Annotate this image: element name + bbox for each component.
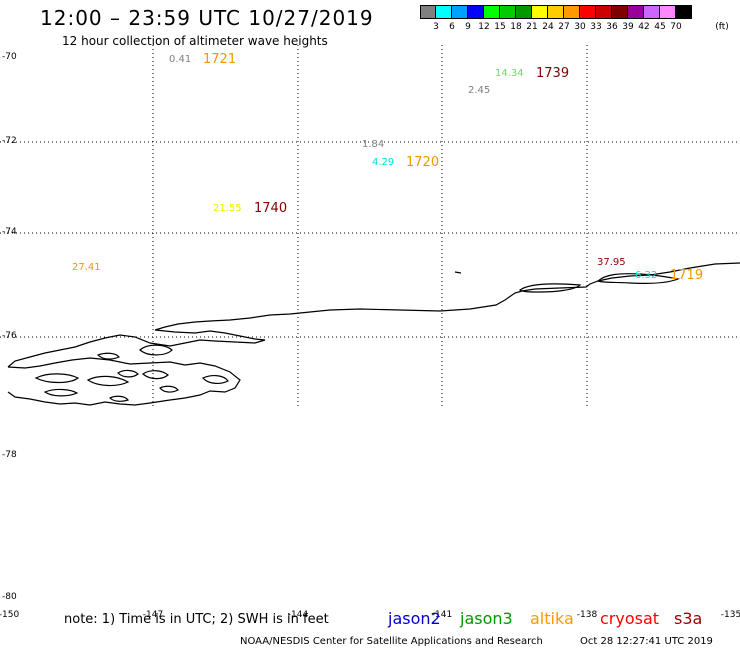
lat-label-70: -70 — [2, 52, 17, 62]
color-legend-swatch — [468, 5, 484, 19]
color-legend-label: 24 — [542, 22, 554, 32]
color-legend-label: 18 — [510, 22, 522, 32]
wave-height-2: 2.45 — [468, 85, 491, 96]
lon-label-138: -138 — [576, 610, 598, 620]
color-legend-label: 42 — [638, 22, 650, 32]
color-legend-swatch — [516, 5, 532, 19]
lon-label-147: -147 — [142, 610, 164, 620]
coast-west-main — [7, 329, 266, 368]
color-legend-swatch — [644, 5, 660, 19]
color-legend-swatch — [676, 5, 692, 19]
map-title: 12:00 – 23:59 UTC 10/27/2019 — [40, 6, 374, 30]
color-legend-label: 39 — [622, 22, 634, 32]
color-legend-swatch — [452, 5, 468, 19]
graticule — [0, 45, 740, 408]
color-legend-swatch — [500, 5, 516, 19]
lon-label-135: -135 — [720, 610, 740, 620]
pass-time-0: 1721 — [203, 52, 237, 67]
color-legend-label: 30 — [574, 22, 586, 32]
lon-label-150: -150 — [0, 610, 20, 620]
color-legend-swatch — [436, 5, 452, 19]
satellite-s3a: s3a — [674, 609, 703, 628]
lat-label-80: -80 — [2, 592, 17, 602]
satellite-jason2: jason2 — [388, 609, 441, 628]
color-legend-label: 12 — [478, 22, 490, 32]
color-legend-label: 33 — [590, 22, 602, 32]
island-w8 — [96, 352, 120, 360]
coast-west-lower — [7, 357, 241, 406]
color-legend-label: 3 — [433, 22, 439, 32]
island-mid — [518, 283, 582, 293]
wave-height-6: 27.41 — [72, 262, 101, 273]
island-w5 — [117, 369, 139, 378]
coastline — [7, 262, 740, 406]
island-w9 — [159, 385, 179, 393]
color-legend-swatch — [580, 5, 596, 19]
color-legend-label: 70 — [670, 22, 682, 32]
lon-label-141: -141 — [431, 610, 453, 620]
wave-height-7: 37.95 — [597, 257, 626, 268]
ice-shelf-edge — [154, 262, 740, 331]
pass-time-2: 1720 — [406, 155, 440, 170]
island-east — [596, 273, 681, 284]
credit-line: NOAA/NESDIS Center for Satellite Applica… — [240, 636, 543, 647]
wave-height-1: 14.34 — [495, 68, 524, 79]
color-legend-swatch — [548, 5, 564, 19]
pass-time-3: 1740 — [254, 201, 288, 216]
color-legend-unit: (ft) — [715, 22, 729, 32]
island-w3 — [86, 375, 130, 387]
color-legend-label: 21 — [526, 22, 538, 32]
lat-label-78: -78 — [2, 450, 17, 460]
color-legend-swatch — [420, 5, 436, 19]
island-w1 — [139, 344, 173, 356]
wave-height-4: 4.29 — [372, 157, 395, 168]
pass-time-4: 1719 — [670, 268, 704, 283]
generation-timestamp: Oct 28 12:27:41 UTC 2019 — [580, 636, 713, 647]
lat-label-76: -76 — [2, 331, 17, 341]
footer-note: note: 1) Time is in UTC; 2) SWH is in fe… — [64, 612, 329, 627]
color-legend-swatch — [628, 5, 644, 19]
island-w4 — [142, 370, 169, 380]
color-legend-label: 45 — [654, 22, 666, 32]
color-legend-label: 36 — [606, 22, 618, 32]
color-legend-swatch — [484, 5, 500, 19]
map-subtitle: 12 hour collection of altimeter wave hei… — [62, 34, 328, 48]
satellite-cryosat: cryosat — [600, 609, 660, 628]
satellite-jason3: jason3 — [460, 609, 513, 628]
color-legend-label: 6 — [449, 22, 455, 32]
color-legend-swatch — [660, 5, 676, 19]
island-w7 — [43, 388, 79, 397]
pass-time-1: 1739 — [536, 66, 570, 81]
island-w6 — [202, 375, 229, 384]
color-legend-bar — [420, 5, 692, 19]
lat-label-72: -72 — [2, 136, 17, 146]
color-legend-label: 27 — [558, 22, 570, 32]
island-w10 — [108, 395, 129, 402]
satellite-altika: altika — [530, 609, 574, 628]
color-legend-swatch — [532, 5, 548, 19]
wave-height-8: 6.32 — [635, 270, 658, 281]
color-legend-swatch — [612, 5, 628, 19]
color-legend-label: 15 — [494, 22, 506, 32]
small-isle — [454, 271, 462, 274]
island-w2 — [34, 373, 80, 384]
color-legend-swatch — [596, 5, 612, 19]
color-legend-label: 9 — [465, 22, 471, 32]
lon-label-144: -144 — [287, 610, 309, 620]
wave-height-0: 0.41 — [169, 54, 192, 65]
wave-height-3: 1.84 — [362, 139, 385, 150]
color-legend-swatch — [564, 5, 580, 19]
wave-height-5: 21.55 — [213, 203, 242, 214]
lat-label-74: -74 — [2, 227, 17, 237]
